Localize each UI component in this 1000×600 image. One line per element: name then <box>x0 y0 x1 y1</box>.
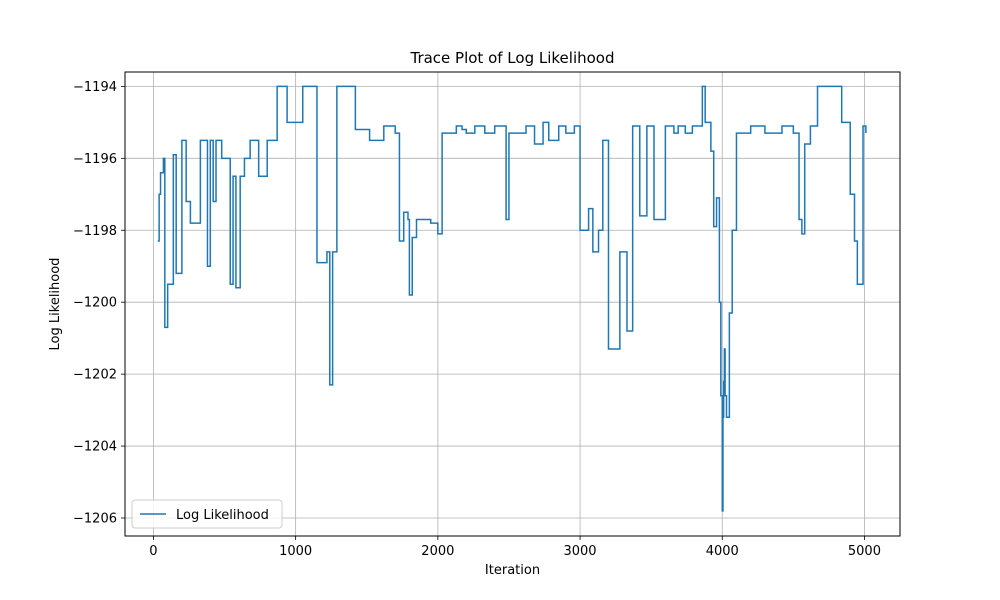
plot-frame <box>124 71 901 537</box>
y-axis: −1194 −1196 −1198 −1200 −1202 −1204 −1206 <box>73 80 125 527</box>
y-tick-label: −1202 <box>73 368 117 383</box>
grid <box>125 72 900 536</box>
x-tick-label: 3000 <box>563 544 596 559</box>
legend: Log Likelihood <box>131 499 283 529</box>
x-axis: 0 1000 2000 3000 4000 5000 <box>149 536 881 559</box>
x-tick-label: 4000 <box>706 544 739 559</box>
y-axis-label: Log Likelihood <box>48 258 63 351</box>
y-tick-label: −1200 <box>73 296 117 311</box>
chart-title: Trace Plot of Log Likelihood <box>409 49 614 67</box>
legend-box <box>131 499 283 529</box>
y-tick-label: −1194 <box>73 80 117 95</box>
legend-entry: Log Likelihood <box>176 508 269 523</box>
x-tick-label: 5000 <box>848 544 881 559</box>
series-line-log-likelihood <box>157 85 867 512</box>
y-tick-label: −1196 <box>73 152 117 167</box>
y-tick-label: −1198 <box>73 224 117 239</box>
y-tick-label: −1206 <box>73 512 117 527</box>
x-tick-label: 0 <box>149 544 157 559</box>
x-tick-label: 1000 <box>279 544 312 559</box>
y-tick-label: −1204 <box>73 440 117 455</box>
x-tick-label: 2000 <box>421 544 454 559</box>
series-layer <box>157 85 867 512</box>
x-axis-label: Iteration <box>485 563 540 578</box>
